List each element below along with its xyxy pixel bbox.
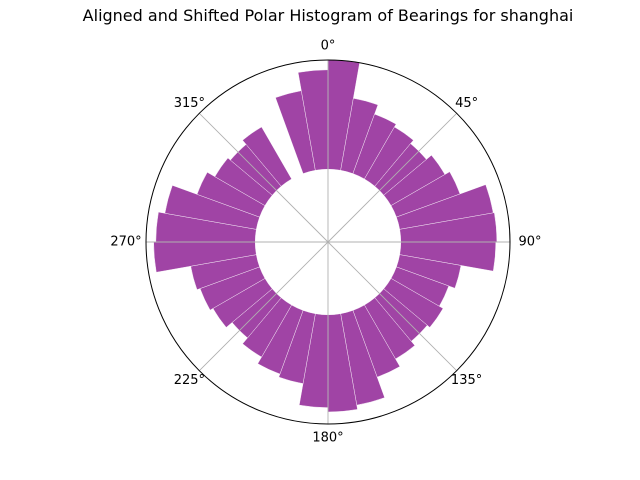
histogram-bar xyxy=(155,211,257,243)
histogram-bar xyxy=(383,278,444,328)
angle-tick-label: 90° xyxy=(518,235,541,250)
angle-tick-label: 225° xyxy=(174,373,205,388)
angle-tick-label: 45° xyxy=(455,96,478,111)
polar-frame xyxy=(145,59,511,425)
angle-tick-label: 135° xyxy=(451,373,482,388)
histogram-bar xyxy=(396,254,462,289)
histogram-bar xyxy=(364,126,414,187)
histogram-bar xyxy=(278,310,316,384)
chart-title: Aligned and Shifted Polar Histogram of B… xyxy=(82,6,574,25)
histogram-bar xyxy=(340,98,379,174)
angle-tick-label: 0° xyxy=(321,39,336,54)
grid-spoke xyxy=(198,241,329,372)
histogram-bar xyxy=(257,304,304,375)
angle-tick-label: 180° xyxy=(312,431,343,446)
histogram-bar xyxy=(196,172,266,218)
histogram-bar xyxy=(242,126,292,187)
grid-spoke xyxy=(198,112,329,243)
histogram-bar xyxy=(214,157,273,206)
angle-tick-label: 315° xyxy=(174,96,205,111)
histogram-bar xyxy=(399,241,497,272)
histogram-bar xyxy=(299,313,329,408)
angle-labels: 0° 45° 90° 135° 180° 225° 270° 315° xyxy=(110,39,541,446)
histogram-bar xyxy=(242,297,292,358)
grid-spoke xyxy=(327,112,458,243)
histogram-bar xyxy=(352,113,397,180)
histogram-bar xyxy=(164,185,260,230)
angle-tick-label: 270° xyxy=(110,235,141,250)
grid-layer xyxy=(146,60,510,424)
grid-spoke xyxy=(327,241,458,372)
